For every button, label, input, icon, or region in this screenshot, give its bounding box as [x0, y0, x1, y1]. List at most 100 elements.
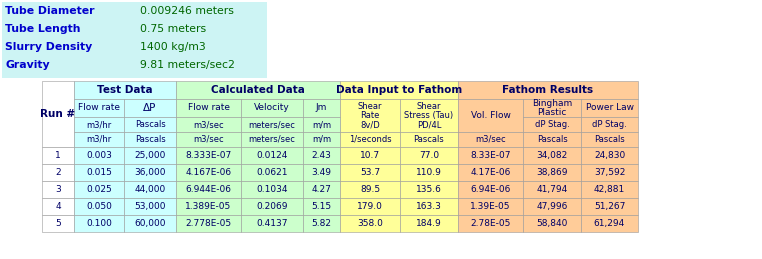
- Bar: [458, 181, 523, 198]
- Text: 1.389E-05: 1.389E-05: [185, 202, 232, 211]
- Bar: [458, 81, 638, 99]
- Text: meters/sec: meters/sec: [248, 120, 296, 129]
- Bar: [400, 147, 458, 164]
- Bar: [400, 164, 458, 181]
- Text: 3: 3: [55, 185, 61, 194]
- Text: 89.5: 89.5: [360, 185, 380, 194]
- Text: 77.0: 77.0: [419, 151, 439, 160]
- Bar: [124, 198, 176, 215]
- Text: 53.7: 53.7: [360, 168, 380, 177]
- Bar: [42, 198, 74, 215]
- Text: 6.944E-06: 6.944E-06: [185, 185, 232, 194]
- Text: 163.3: 163.3: [416, 202, 442, 211]
- Text: Pascals: Pascals: [594, 135, 625, 144]
- Text: 61,294: 61,294: [594, 219, 625, 228]
- Text: 9.81 meters/sec2: 9.81 meters/sec2: [140, 60, 235, 70]
- Bar: [241, 99, 303, 117]
- Text: 1: 1: [55, 151, 61, 160]
- Bar: [42, 215, 74, 232]
- Text: meters/sec: meters/sec: [248, 135, 296, 144]
- Bar: [42, 81, 74, 147]
- Text: 0.1034: 0.1034: [256, 185, 288, 194]
- Bar: [124, 117, 176, 132]
- Text: Tube Length: Tube Length: [5, 24, 81, 34]
- Bar: [400, 132, 458, 147]
- Text: dP Stag.: dP Stag.: [592, 120, 627, 129]
- Bar: [458, 164, 523, 181]
- Text: Shear
Rate
8v/D: Shear Rate 8v/D: [357, 102, 383, 129]
- Text: 0.0124: 0.0124: [256, 151, 288, 160]
- Bar: [458, 147, 523, 164]
- Bar: [124, 164, 176, 181]
- Text: ΔP: ΔP: [143, 103, 157, 113]
- Text: Test Data: Test Data: [98, 85, 153, 95]
- Text: Vol. Flow: Vol. Flow: [471, 111, 511, 120]
- Bar: [176, 147, 241, 164]
- Text: m3/sec: m3/sec: [475, 135, 506, 144]
- Text: 0.003: 0.003: [86, 151, 112, 160]
- Text: m/m: m/m: [312, 135, 331, 144]
- Text: m/m: m/m: [312, 120, 331, 129]
- Text: Shear
Stress (Tau)
PD/4L: Shear Stress (Tau) PD/4L: [405, 102, 453, 129]
- Text: 3.49: 3.49: [312, 168, 331, 177]
- Bar: [241, 215, 303, 232]
- Text: m3/hr: m3/hr: [86, 120, 111, 129]
- Text: 184.9: 184.9: [416, 219, 442, 228]
- Bar: [42, 164, 74, 181]
- Bar: [340, 99, 400, 132]
- Text: m3/hr: m3/hr: [86, 135, 111, 144]
- Text: 58,840: 58,840: [536, 219, 568, 228]
- Bar: [340, 198, 400, 215]
- Bar: [74, 147, 124, 164]
- Bar: [42, 147, 74, 164]
- Text: 2.78E-05: 2.78E-05: [470, 219, 511, 228]
- Bar: [340, 132, 400, 147]
- Bar: [458, 215, 523, 232]
- Text: 0.75 meters: 0.75 meters: [140, 24, 207, 34]
- Text: Power Law: Power Law: [585, 104, 633, 112]
- Bar: [176, 181, 241, 198]
- Text: Pascals: Pascals: [135, 135, 165, 144]
- Bar: [523, 147, 581, 164]
- Text: 10.7: 10.7: [360, 151, 380, 160]
- Bar: [340, 181, 400, 198]
- Bar: [581, 99, 638, 117]
- Bar: [176, 198, 241, 215]
- Text: 179.0: 179.0: [357, 202, 383, 211]
- Bar: [581, 198, 638, 215]
- Bar: [303, 215, 340, 232]
- Text: 0.100: 0.100: [86, 219, 112, 228]
- Bar: [400, 99, 458, 132]
- Bar: [581, 164, 638, 181]
- Bar: [581, 181, 638, 198]
- Bar: [241, 117, 303, 132]
- Bar: [74, 132, 124, 147]
- Text: Flow rate: Flow rate: [187, 104, 229, 112]
- Text: 36,000: 36,000: [134, 168, 166, 177]
- Bar: [458, 132, 523, 147]
- Bar: [303, 181, 340, 198]
- Bar: [581, 215, 638, 232]
- Bar: [74, 215, 124, 232]
- Bar: [124, 147, 176, 164]
- Bar: [523, 99, 581, 117]
- Text: 0.009246 meters: 0.009246 meters: [140, 6, 234, 16]
- Text: 42,881: 42,881: [594, 185, 625, 194]
- Text: 4: 4: [55, 202, 61, 211]
- Text: 1.39E-05: 1.39E-05: [470, 202, 511, 211]
- Text: Run #: Run #: [40, 109, 75, 119]
- Bar: [340, 164, 400, 181]
- Text: 47,996: 47,996: [536, 202, 568, 211]
- Bar: [303, 147, 340, 164]
- Bar: [458, 198, 523, 215]
- Text: m3/sec: m3/sec: [194, 120, 224, 129]
- Text: 1400 kg/m3: 1400 kg/m3: [140, 42, 206, 52]
- Bar: [340, 215, 400, 232]
- Text: 2.43: 2.43: [312, 151, 331, 160]
- Bar: [340, 81, 458, 99]
- Text: Pascals: Pascals: [536, 135, 568, 144]
- Bar: [2, 2, 267, 78]
- Text: 4.27: 4.27: [312, 185, 331, 194]
- Bar: [523, 164, 581, 181]
- Bar: [458, 99, 523, 132]
